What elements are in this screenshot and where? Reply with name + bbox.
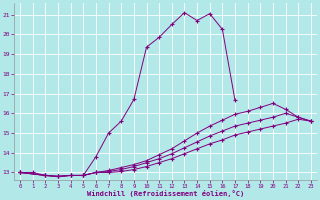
X-axis label: Windchill (Refroidissement éolien,°C): Windchill (Refroidissement éolien,°C): [87, 190, 244, 197]
